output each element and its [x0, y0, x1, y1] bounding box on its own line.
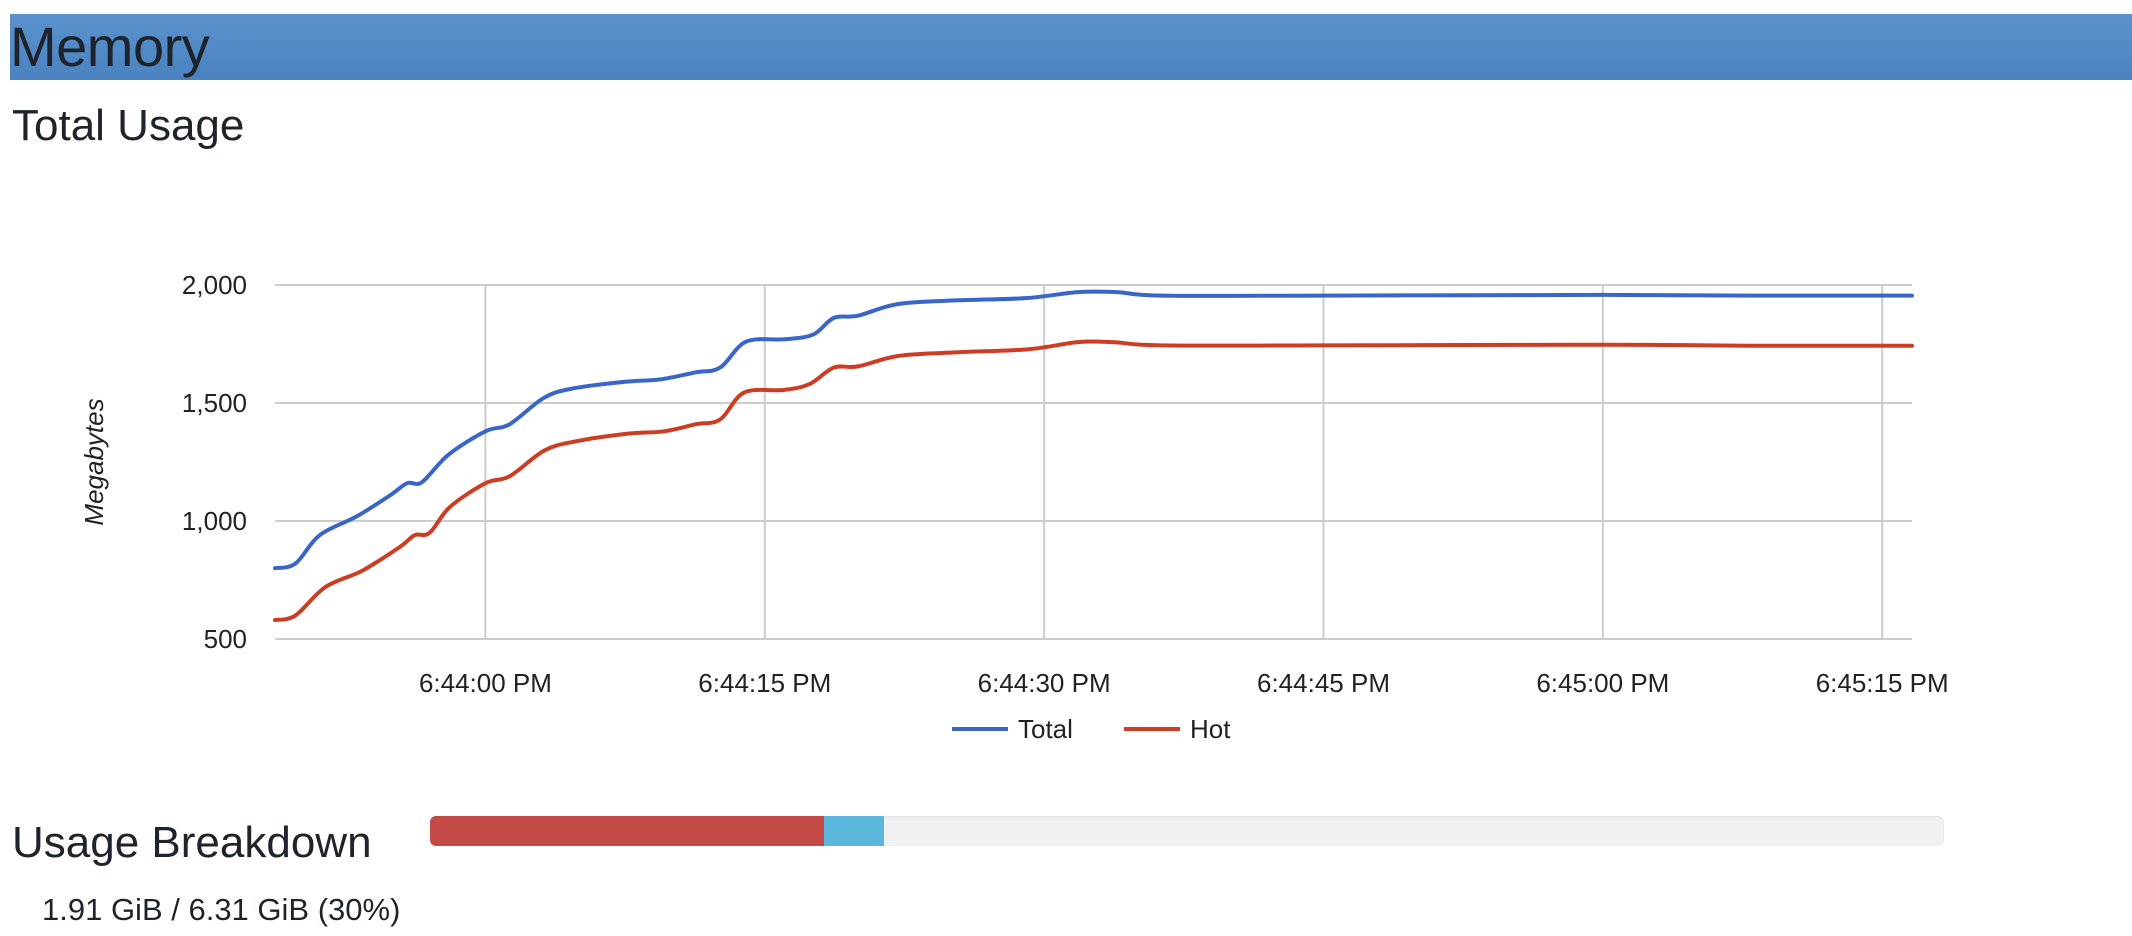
- usage-progress-bar: [430, 816, 1944, 846]
- x-tick-label: 6:44:00 PM: [419, 668, 552, 698]
- section-header-bar: [10, 14, 2132, 80]
- progress-segment-hot: [430, 816, 824, 846]
- series-line-hot: [273, 339, 1914, 623]
- x-tick-label: 6:45:15 PM: [1816, 668, 1949, 698]
- legend-label-total: Total: [1018, 714, 1073, 744]
- usage-breakdown-title: Usage Breakdown: [12, 818, 372, 867]
- x-tick-label: 6:45:00 PM: [1536, 668, 1669, 698]
- x-tick-label: 6:44:30 PM: [978, 668, 1111, 698]
- section-title: Memory: [10, 15, 210, 78]
- progress-segment-other: [823, 816, 885, 846]
- x-tick-label: 6:44:15 PM: [698, 668, 831, 698]
- series-line-total: [273, 289, 1914, 571]
- y-tick-label: 1,000: [182, 506, 247, 536]
- y-tick-label: 2,000: [182, 270, 247, 300]
- y-axis-label: Megabytes: [79, 398, 109, 525]
- legend-label-hot: Hot: [1190, 714, 1231, 744]
- usage-summary: 1.91 GiB / 6.31 GiB (30%): [42, 892, 401, 927]
- x-tick-label: 6:44:45 PM: [1257, 668, 1390, 698]
- total-usage-title: Total Usage: [12, 101, 245, 150]
- y-tick-label: 1,500: [182, 388, 247, 418]
- total-usage-chart: 500 1,000 1,500 2,000 6:44:00 PM 6:44:15 PM 6:…: [0, 200, 2132, 760]
- line-chart: 500 1,000 1,500 2,000 6:44:00 PM 6:44:15 PM 6:…: [79, 270, 1949, 744]
- y-tick-label: 500: [204, 624, 247, 654]
